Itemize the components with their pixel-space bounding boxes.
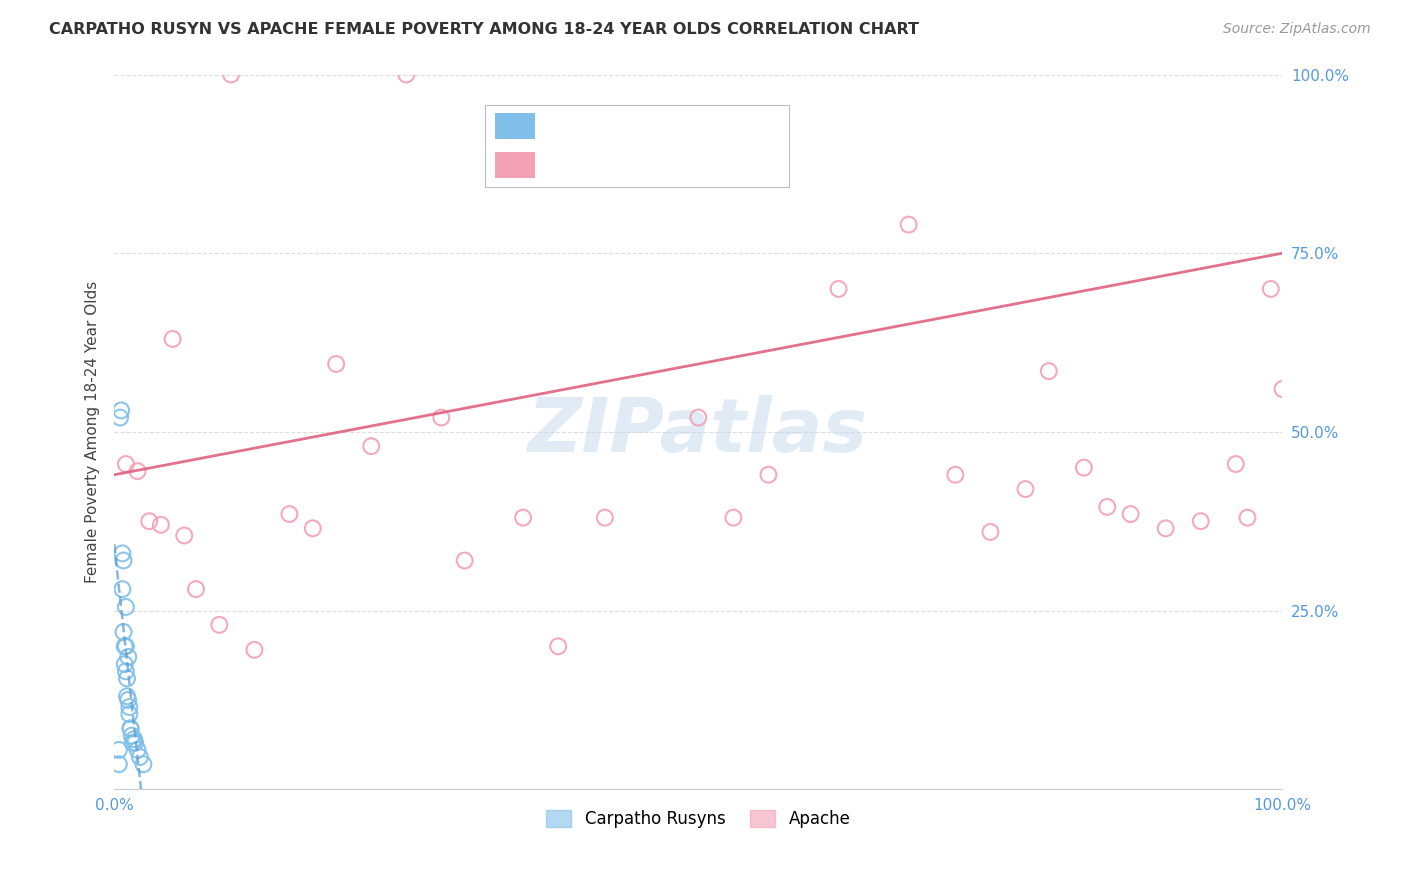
- Point: [395, 68, 418, 82]
- Point: [360, 439, 382, 453]
- Point: [127, 743, 149, 757]
- Point: [111, 582, 134, 596]
- Point: [117, 693, 139, 707]
- Point: [184, 582, 207, 596]
- Point: [128, 750, 150, 764]
- Y-axis label: Female Poverty Among 18-24 Year Olds: Female Poverty Among 18-24 Year Olds: [86, 281, 100, 583]
- Text: ZIPatlas: ZIPatlas: [529, 395, 869, 468]
- Point: [124, 736, 146, 750]
- Legend: Carpatho Rusyns, Apache: Carpatho Rusyns, Apache: [540, 803, 858, 835]
- Point: [110, 403, 132, 417]
- Point: [1038, 364, 1060, 378]
- Point: [278, 507, 301, 521]
- Point: [723, 510, 745, 524]
- Point: [943, 467, 966, 482]
- Point: [122, 732, 145, 747]
- Point: [827, 282, 849, 296]
- Point: [1225, 457, 1247, 471]
- Point: [115, 640, 138, 654]
- Text: Source: ZipAtlas.com: Source: ZipAtlas.com: [1223, 22, 1371, 37]
- Point: [325, 357, 347, 371]
- Point: [162, 332, 184, 346]
- Point: [430, 410, 453, 425]
- Point: [219, 68, 242, 82]
- Point: [149, 517, 172, 532]
- Point: [120, 722, 142, 736]
- Point: [208, 617, 231, 632]
- Point: [1014, 482, 1036, 496]
- Point: [122, 736, 145, 750]
- Point: [118, 707, 141, 722]
- Point: [1189, 514, 1212, 528]
- Point: [114, 640, 136, 654]
- Point: [512, 510, 534, 524]
- Point: [115, 665, 138, 679]
- Point: [114, 657, 136, 672]
- Point: [301, 521, 323, 535]
- Point: [115, 599, 138, 614]
- Point: [897, 218, 920, 232]
- Point: [138, 514, 160, 528]
- Point: [173, 528, 195, 542]
- Point: [1097, 500, 1119, 514]
- Point: [115, 457, 138, 471]
- Point: [132, 757, 155, 772]
- Point: [117, 650, 139, 665]
- Point: [108, 743, 131, 757]
- Point: [111, 546, 134, 560]
- Point: [1236, 510, 1258, 524]
- Point: [1073, 460, 1095, 475]
- Point: [115, 672, 138, 686]
- Point: [118, 700, 141, 714]
- Point: [108, 410, 131, 425]
- Point: [112, 625, 135, 640]
- Point: [758, 467, 780, 482]
- Point: [547, 640, 569, 654]
- Point: [243, 643, 266, 657]
- Point: [1154, 521, 1177, 535]
- Point: [120, 722, 142, 736]
- Point: [688, 410, 710, 425]
- Point: [108, 757, 131, 772]
- Point: [979, 524, 1001, 539]
- Point: [115, 690, 138, 704]
- Point: [1119, 507, 1142, 521]
- Point: [453, 553, 475, 567]
- Point: [112, 553, 135, 567]
- Text: CARPATHO RUSYN VS APACHE FEMALE POVERTY AMONG 18-24 YEAR OLDS CORRELATION CHART: CARPATHO RUSYN VS APACHE FEMALE POVERTY …: [49, 22, 920, 37]
- Point: [593, 510, 616, 524]
- Point: [1260, 282, 1282, 296]
- Point: [121, 729, 143, 743]
- Point: [127, 464, 149, 478]
- Point: [1271, 382, 1294, 396]
